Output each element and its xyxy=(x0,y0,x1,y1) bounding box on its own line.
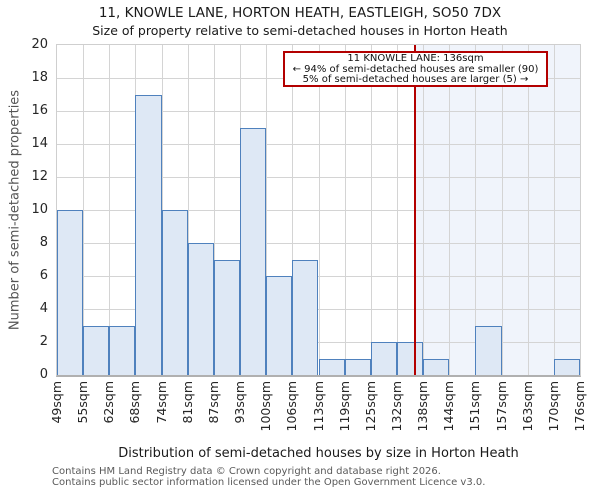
y-tick-label: 14 xyxy=(31,136,48,151)
x-tick-label: 119sqm xyxy=(336,381,352,432)
histogram-bar xyxy=(135,94,162,375)
x-tick-label: 138sqm xyxy=(415,381,431,432)
x-tick-label: 55sqm xyxy=(75,381,91,424)
histogram-bar xyxy=(318,358,345,375)
histogram-bar xyxy=(475,325,502,375)
gridline-vertical xyxy=(292,45,294,375)
footer: Contains HM Land Registry data © Crown c… xyxy=(52,466,485,488)
gridline-vertical xyxy=(396,45,398,375)
x-tick-label: 144sqm xyxy=(441,381,457,432)
x-tick-label: 106sqm xyxy=(284,381,300,432)
annotation-line1: 11 KNOWLE LANE: 136sqm xyxy=(347,53,484,64)
x-tick-label: 49sqm xyxy=(49,381,64,424)
y-tick-label: 10 xyxy=(31,202,48,217)
x-axis-title: Distribution of semi-detached houses by … xyxy=(118,446,519,461)
gridline-vertical xyxy=(213,45,215,375)
x-tick-label: 151sqm xyxy=(467,381,483,432)
histogram-bar xyxy=(553,358,580,375)
gridline-vertical xyxy=(370,45,372,375)
x-tick-label: 125sqm xyxy=(362,381,378,432)
y-tick-label: 8 xyxy=(39,235,48,250)
gridline-vertical xyxy=(527,45,529,375)
x-tick-label: 87sqm xyxy=(205,381,221,424)
y-tick-label: 16 xyxy=(31,103,48,118)
x-tick-label: 62sqm xyxy=(101,381,117,424)
gridline-vertical xyxy=(553,45,555,375)
property-annotation-box: 11 KNOWLE LANE: 136sqm ← 94% of semi-det… xyxy=(283,51,548,87)
y-tick-label: 6 xyxy=(39,268,48,283)
gridline-vertical xyxy=(475,45,477,375)
histogram-bar xyxy=(370,342,397,375)
histogram-bar xyxy=(109,325,136,375)
x-tick-label: 74sqm xyxy=(153,381,169,424)
gridline-vertical xyxy=(266,45,268,375)
histogram-bar xyxy=(161,210,188,375)
x-tick-label: 170sqm xyxy=(545,381,561,432)
plot-area xyxy=(56,44,581,377)
y-tick-label: 18 xyxy=(31,70,48,85)
gridline-vertical xyxy=(501,45,503,375)
histogram-bar xyxy=(344,358,371,375)
footer-line2: Contains public sector information licen… xyxy=(52,477,486,488)
x-tick-label: 93sqm xyxy=(232,381,248,424)
x-tick-label: 81sqm xyxy=(179,381,195,424)
gridline-vertical xyxy=(83,45,85,375)
histogram-bar xyxy=(83,325,110,375)
y-tick-label: 4 xyxy=(39,301,48,316)
x-tick-label: 113sqm xyxy=(310,381,326,432)
x-tick-label: 163sqm xyxy=(519,381,535,432)
gridline-vertical xyxy=(109,45,111,375)
x-tick-label: 68sqm xyxy=(127,381,143,424)
gridline-vertical xyxy=(449,45,451,375)
x-tick-label: 176sqm xyxy=(572,381,587,432)
footer-line1: Contains HM Land Registry data © Crown c… xyxy=(52,466,441,477)
annotation-line3: 5% of semi-detached houses are larger (5… xyxy=(302,74,529,86)
histogram-bar xyxy=(266,276,293,375)
histogram-bar xyxy=(213,259,241,375)
histogram-bar xyxy=(423,358,450,375)
histogram-bar xyxy=(240,127,267,375)
chart-subtitle: Size of property relative to semi-detach… xyxy=(92,23,508,38)
gridline-vertical xyxy=(318,45,320,375)
y-tick-label: 12 xyxy=(31,169,48,184)
x-tick-label: 100sqm xyxy=(258,381,274,432)
y-tick-label: 20 xyxy=(31,37,48,52)
y-tick-label: 2 xyxy=(39,334,48,349)
gridline-vertical xyxy=(423,45,425,375)
histogram-bar xyxy=(57,210,84,375)
gridline-vertical xyxy=(187,45,189,375)
property-size-marker-line xyxy=(414,45,417,375)
x-tick-label: 132sqm xyxy=(388,381,404,432)
histogram-bar xyxy=(396,342,424,375)
histogram-bar xyxy=(187,243,214,375)
x-tick-label: 157sqm xyxy=(493,381,509,432)
y-tick-label: 0 xyxy=(39,367,48,382)
gridline-vertical xyxy=(344,45,346,375)
chart-title: 11, KNOWLE LANE, HORTON HEATH, EASTLEIGH… xyxy=(98,5,502,21)
annotation-line2: ← 94% of semi-detached houses are smalle… xyxy=(292,63,539,75)
histogram-bar xyxy=(292,259,319,375)
